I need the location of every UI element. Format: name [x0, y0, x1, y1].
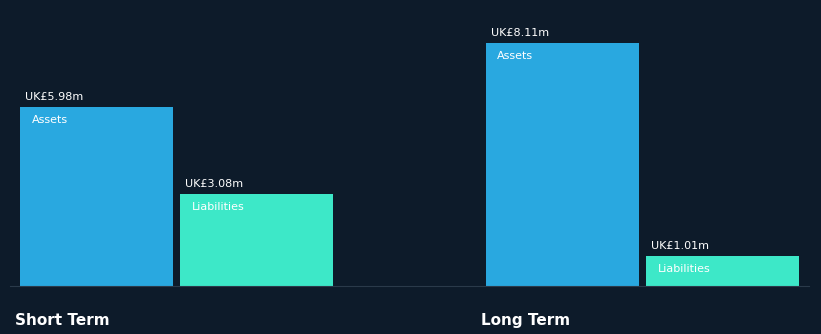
Bar	[181, 194, 333, 287]
Text: Liabilities: Liabilities	[658, 264, 710, 274]
Text: UK£1.01m: UK£1.01m	[651, 241, 709, 251]
Text: Assets: Assets	[498, 51, 534, 61]
Bar	[486, 43, 639, 287]
Bar	[20, 107, 172, 287]
Text: Assets: Assets	[31, 115, 67, 125]
Text: Long Term: Long Term	[481, 313, 571, 328]
Bar	[646, 256, 799, 287]
Text: UK£5.98m: UK£5.98m	[25, 92, 83, 102]
Text: UK£3.08m: UK£3.08m	[186, 179, 243, 189]
Text: UK£8.11m: UK£8.11m	[491, 28, 548, 38]
Text: Short Term: Short Term	[16, 313, 110, 328]
Text: Liabilities: Liabilities	[192, 202, 245, 212]
